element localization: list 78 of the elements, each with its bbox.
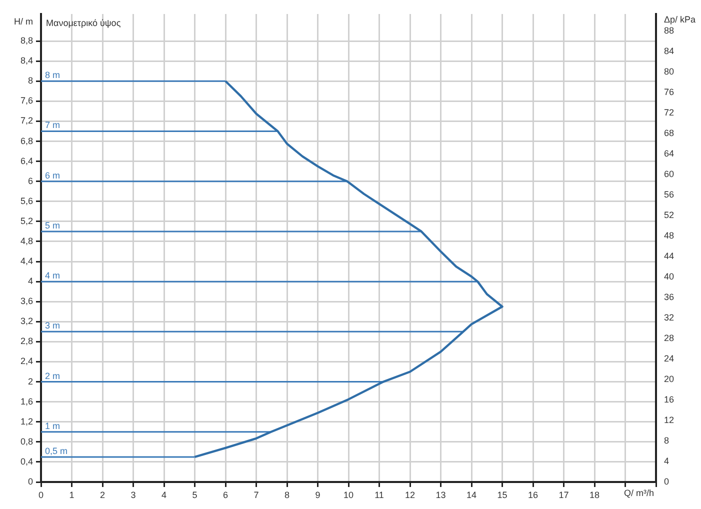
y2-tick-label: 32 xyxy=(664,312,674,322)
x-tick-label: 7 xyxy=(254,490,259,500)
y2-tick-label: 36 xyxy=(664,292,674,302)
y-tick-label: 1,2 xyxy=(20,416,33,426)
x-tick-label: 2 xyxy=(100,490,106,500)
y2-tick-label: 28 xyxy=(664,332,674,343)
y2-tick-label: 44 xyxy=(664,250,674,261)
y2-axis-title: Δp/ kPa xyxy=(664,14,696,24)
x-tick-label: 14 xyxy=(466,490,477,500)
y2-tick-label: 64 xyxy=(664,148,674,158)
x-tick-label: 11 xyxy=(374,490,384,500)
y-tick-label: 5,2 xyxy=(20,216,33,226)
x-axis-title: Q/ m³/h xyxy=(624,488,654,498)
x-tick-label: 16 xyxy=(528,490,538,500)
x-tick-label: 5 xyxy=(192,490,198,500)
y-tick-label: 3,6 xyxy=(20,296,33,306)
y2-tick-label: 48 xyxy=(664,230,674,240)
x-tick-label: 13 xyxy=(436,490,446,500)
y-tick-label: 6,4 xyxy=(20,156,33,166)
x-tick-label: 8 xyxy=(284,490,290,500)
y2-tick-label: 24 xyxy=(664,353,674,364)
y2-tick-label: 20 xyxy=(664,374,674,384)
series-label: 3 m xyxy=(45,320,60,331)
y2-tick-label: 60 xyxy=(664,168,674,179)
y2-tick-label: 8 xyxy=(664,435,670,446)
series-label: 7 m xyxy=(45,120,60,130)
y2-tick-label: 56 xyxy=(664,189,674,200)
y-tick-label: 7,2 xyxy=(20,116,33,126)
x-tick-label: 17 xyxy=(558,490,569,500)
y-tick-label: 4,4 xyxy=(20,256,33,266)
y-tick-label: 6,8 xyxy=(20,136,33,146)
series-label: 1 m xyxy=(45,420,60,431)
series-label: 8 m xyxy=(45,70,60,80)
y-tick-label: 2,4 xyxy=(20,356,33,366)
y-axis-title: H/ m xyxy=(14,16,33,26)
y2-tick-label: 72 xyxy=(664,107,674,118)
x-tick-label: 6 xyxy=(222,490,228,500)
y-tick-label: 2,8 xyxy=(20,336,33,346)
series-label: 6 m xyxy=(45,170,60,180)
y2-tick-label: 76 xyxy=(664,86,674,97)
y-tick-label: 1,6 xyxy=(20,396,33,406)
series-label: 2 m xyxy=(45,370,60,381)
x-tick-label: 3 xyxy=(130,490,136,500)
y-tick-label: 8,8 xyxy=(20,36,33,46)
chart-title: Μανομετρικό ύψος xyxy=(46,18,122,28)
y-tick-label: 2 xyxy=(28,376,33,386)
y2-tick-label: 52 xyxy=(664,210,674,220)
series-label: 5 m xyxy=(45,220,60,230)
y2-tick-label: 40 xyxy=(664,271,674,282)
x-tick-label: 1 xyxy=(69,490,74,500)
y-tick-label: 8,4 xyxy=(20,56,33,66)
x-tick-label: 10 xyxy=(343,490,354,500)
x-tick-label: 9 xyxy=(315,490,320,500)
y2-tick-label: 80 xyxy=(664,66,674,76)
series-label: 4 m xyxy=(45,270,60,281)
y2-tick-label: 16 xyxy=(664,394,674,404)
x-tick-label: 18 xyxy=(589,490,600,500)
x-tick-label: 12 xyxy=(404,490,416,500)
x-tick-label: 4 xyxy=(161,490,167,500)
x-tick-label: 15 xyxy=(497,490,508,500)
y-tick-label: 4 xyxy=(28,276,33,286)
y2-tick-label: 0 xyxy=(664,476,670,486)
y-tick-label: 3,2 xyxy=(20,316,33,326)
y-tick-label: 6 xyxy=(28,176,33,186)
y-tick-label: 5,6 xyxy=(20,196,33,206)
series-label: 0,5 m xyxy=(45,446,68,456)
y2-tick-label: 88 xyxy=(664,25,674,36)
y2-tick-label: 12 xyxy=(664,414,674,425)
y2-tick-label: 4 xyxy=(664,456,670,466)
y2-tick-label: 68 xyxy=(664,128,674,138)
y-tick-label: 7,6 xyxy=(20,96,33,106)
y-tick-label: 0,4 xyxy=(20,456,33,466)
y2-tick-label: 84 xyxy=(664,46,674,56)
y-tick-label: 0 xyxy=(28,476,33,486)
y-tick-label: 0,8 xyxy=(20,436,33,446)
x-tick-label: 0 xyxy=(38,490,44,500)
y-tick-label: 8 xyxy=(28,76,33,86)
y-tick-label: 4,8 xyxy=(20,236,33,246)
